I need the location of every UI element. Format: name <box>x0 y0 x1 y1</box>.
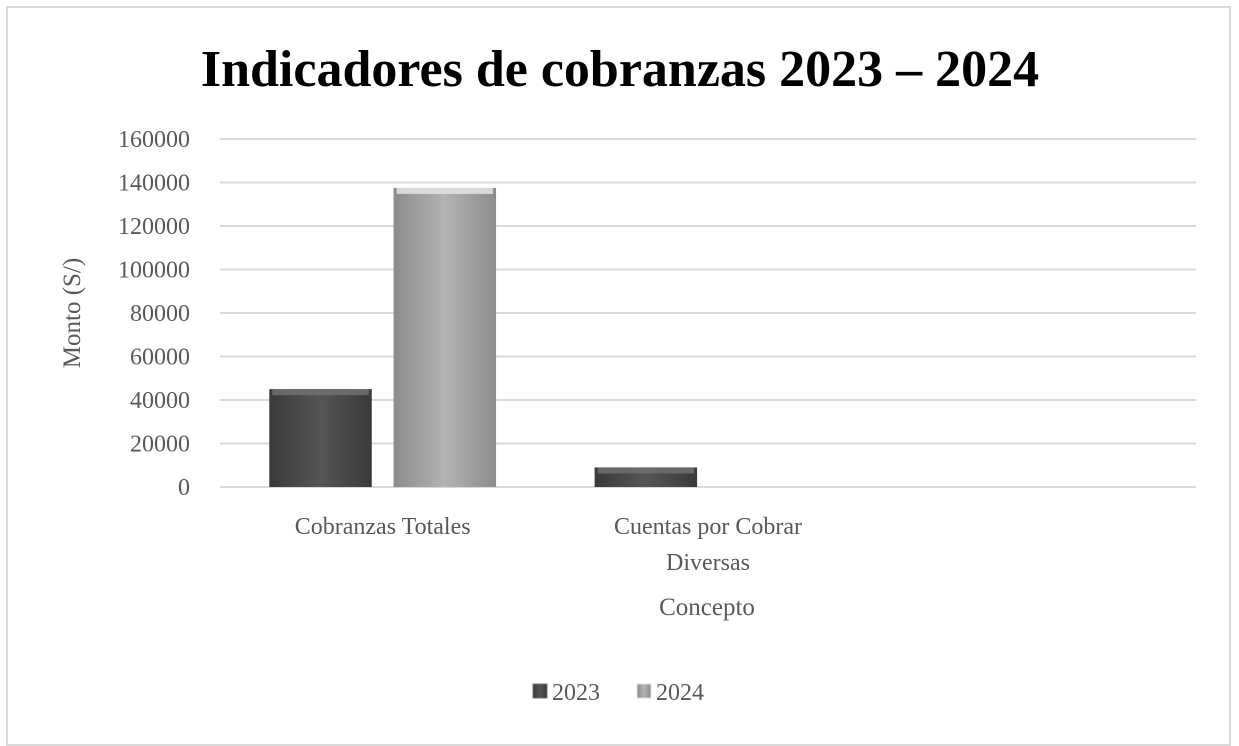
y-tick-label: 80000 <box>130 301 190 327</box>
legend-swatch <box>532 683 548 699</box>
bar <box>269 389 372 487</box>
legend-item-2023: 2023 <box>532 680 600 706</box>
y-axis-title: Monto (S/) <box>59 258 86 368</box>
x-tick-label: Cobranzas Totales <box>295 514 471 540</box>
y-tick-label: 160000 <box>118 127 190 153</box>
x-axis-title: Concepto <box>659 594 755 621</box>
bar-bevel <box>597 467 695 474</box>
legend-label: 2023 <box>552 680 600 706</box>
y-tick-label: 120000 <box>118 214 190 240</box>
bar-2023-1 <box>594 467 698 487</box>
y-tick-label: 20000 <box>130 432 190 458</box>
x-tick-label: Cuentas por Cobrar <box>614 514 802 540</box>
bar-bevel <box>396 187 494 194</box>
legend-label: 2024 <box>656 680 704 706</box>
bar-bevel <box>272 389 369 396</box>
bar <box>393 187 497 487</box>
legend-item-2024: 2024 <box>636 680 704 706</box>
gridlines <box>220 138 1196 488</box>
y-tick-label: 40000 <box>130 388 190 414</box>
x-axis-ticks: Cobranzas Totales Cuentas por Cobrar Diver… <box>295 514 802 576</box>
legend-swatch <box>636 683 652 699</box>
y-tick-label: 140000 <box>118 171 190 197</box>
chart-title: Indicadores de cobranzas 2023 – 2024 <box>201 41 1039 98</box>
bar-2024-0 <box>393 187 497 487</box>
y-tick-label: 100000 <box>118 258 190 284</box>
y-tick-label: 60000 <box>130 345 190 371</box>
legend: 2023 2024 <box>532 680 704 706</box>
y-tick-label: 0 <box>178 475 190 501</box>
x-tick-label: Diversas <box>666 550 750 576</box>
bar-2023-0 <box>269 389 372 487</box>
chart-frame <box>6 6 1231 746</box>
bars <box>269 187 698 487</box>
y-axis-ticks: 0 20000 40000 60000 80000 100000 120000 140000 1… <box>118 127 190 501</box>
